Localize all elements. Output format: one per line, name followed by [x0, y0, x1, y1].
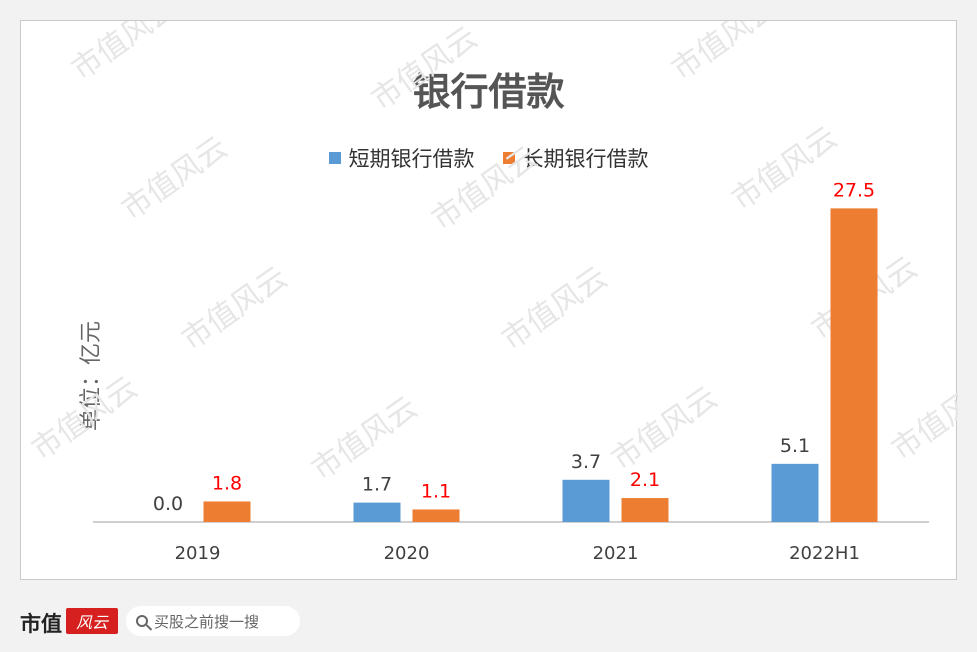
x-tick-label: 2021: [593, 543, 639, 564]
legend-swatch-long-term: [502, 152, 515, 164]
data-label-short-term-2020: 1.7: [362, 474, 392, 496]
legend-item-short-term: 短期银行借款: [328, 143, 475, 173]
data-label-long-term-2019: 1.8: [212, 472, 242, 494]
search-placeholder: 买股之前搜一搜: [154, 612, 260, 631]
bar-long-term-2021: [621, 498, 669, 522]
data-label-short-term-2021: 3.7: [571, 451, 601, 473]
x-tick-label: 2020: [384, 543, 430, 564]
watermark-text: 市值风云: [66, 21, 184, 88]
watermark-text: 市值风云: [26, 370, 144, 467]
chart-frame: 银行借款 短期银行借款 长期银行借款 单位：亿元 市值风云 市值风云 市值风云 市值风…: [20, 20, 958, 580]
watermark-text: 市值风云: [366, 21, 484, 118]
watermark-text: 市值风云: [726, 120, 844, 217]
watermark-text: 市值风云: [496, 260, 614, 357]
brand-logo: 风云: [66, 608, 118, 634]
legend-swatch-short-term: [328, 152, 341, 164]
data-label-long-term-2022H1: 27.5: [833, 179, 875, 201]
chart-title: 银行借款: [412, 70, 565, 114]
data-label-long-term-2020: 1.1: [421, 480, 451, 502]
watermark-text: 市值风云: [666, 21, 784, 88]
bar-long-term-2022H1: [830, 208, 878, 523]
legend-label-short-term: 短期银行借款: [348, 147, 475, 171]
legend: 短期银行借款 长期银行借款: [21, 143, 956, 173]
bar-long-term-2020: [412, 509, 460, 522]
watermark-text: 市值风云: [886, 370, 958, 467]
x-tick-label: 2019: [175, 543, 221, 564]
watermark-text: 市值风云: [426, 140, 544, 237]
data-label-short-term-2022H1: 5.1: [780, 435, 810, 457]
bar-short-term-2022H1: [771, 463, 819, 522]
legend-item-long-term: 长期银行借款: [502, 143, 649, 173]
search-icon: [136, 615, 148, 627]
bar-short-term-2021: [562, 479, 610, 522]
brand-name: 市值: [20, 611, 62, 636]
x-tick-label: 2022H1: [789, 543, 860, 564]
bar-long-term-2019: [203, 501, 251, 522]
watermark-text: 市值风云: [606, 380, 724, 477]
footer: 市值 风云 买股之前搜一搜: [0, 600, 977, 652]
watermark-text: 市值风云: [116, 130, 234, 227]
legend-label-long-term: 长期银行借款: [522, 147, 649, 171]
watermark-text: 市值风云: [176, 260, 294, 357]
data-label-short-term-2019: 0.0: [153, 493, 183, 515]
search-box[interactable]: 买股之前搜一搜: [126, 606, 300, 636]
data-label-long-term-2021: 2.1: [630, 469, 660, 491]
bar-short-term-2020: [353, 502, 401, 522]
